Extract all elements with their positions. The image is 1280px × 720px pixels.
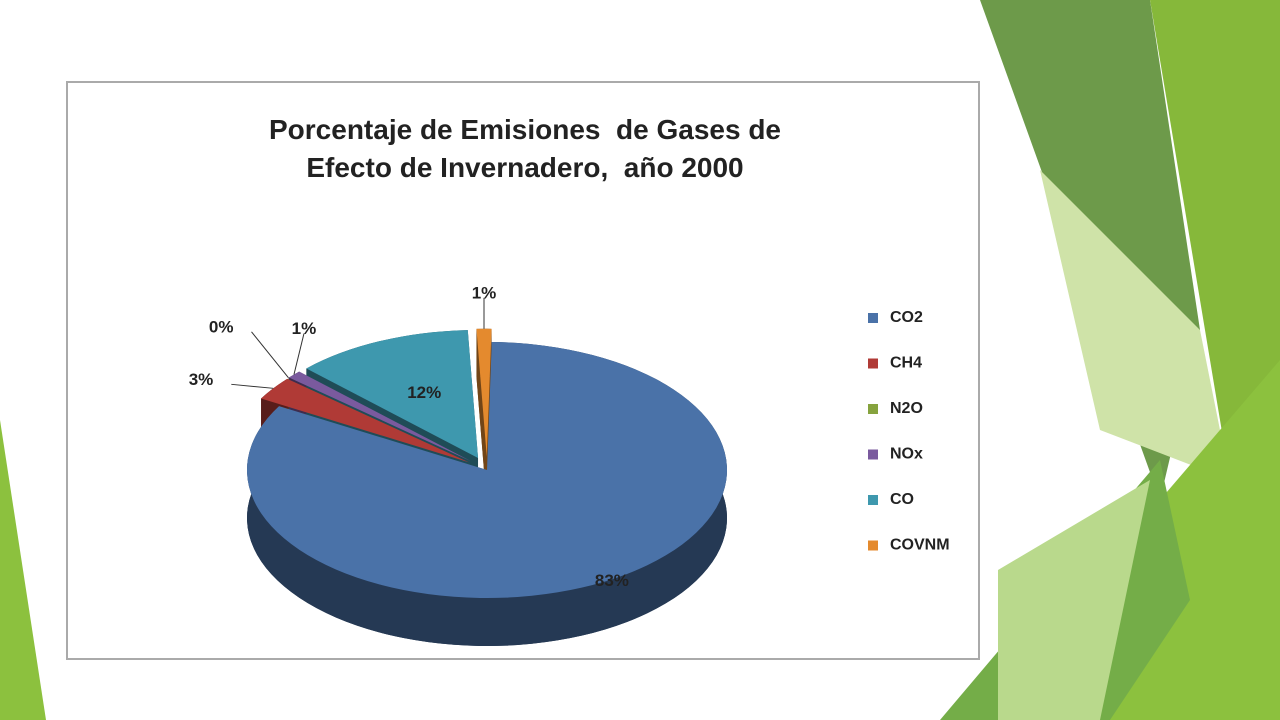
legend-label: CO [890, 491, 914, 508]
data-label: 1% [472, 283, 497, 302]
data-label: 83% [595, 571, 629, 590]
legend-label: CH4 [890, 355, 922, 372]
legend-swatch [868, 449, 878, 460]
leader-line [251, 331, 289, 379]
pie-slice [288, 371, 471, 462]
legend-swatch [868, 313, 878, 323]
legend-swatch [868, 495, 878, 505]
legend-label: N2O [890, 400, 923, 417]
pie-slice [247, 342, 727, 598]
legend-swatch [868, 358, 878, 369]
legend-swatch [868, 404, 878, 414]
pie-slice [306, 330, 479, 458]
pie-slice [476, 328, 492, 457]
leader-line [293, 333, 305, 375]
legend-label: NOx [890, 446, 923, 463]
data-label: 1% [292, 319, 317, 338]
legend-label: COVNM [890, 537, 950, 554]
data-label: 0% [209, 317, 234, 336]
leader-line [231, 383, 274, 389]
data-label: 12% [407, 383, 441, 402]
data-label: 3% [189, 370, 214, 389]
pie-slice [261, 378, 470, 463]
legend-swatch [868, 540, 878, 551]
legend-label: CO2 [890, 309, 923, 326]
pie-tops [247, 328, 727, 598]
chart-title: Porcentaje de Emisiones de Gases de Efect… [269, 114, 781, 183]
